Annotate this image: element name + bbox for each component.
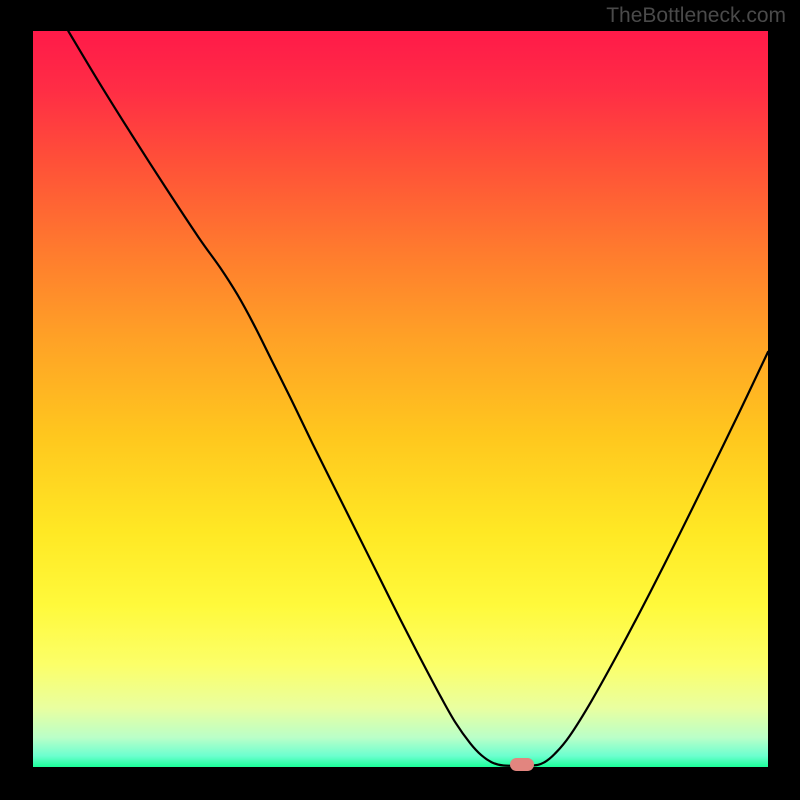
optimal-point-marker	[510, 758, 534, 771]
chart-plot-area	[33, 31, 768, 767]
watermark-text: TheBottleneck.com	[606, 4, 786, 28]
bottleneck-curve	[33, 31, 768, 767]
curve-path	[68, 31, 768, 766]
